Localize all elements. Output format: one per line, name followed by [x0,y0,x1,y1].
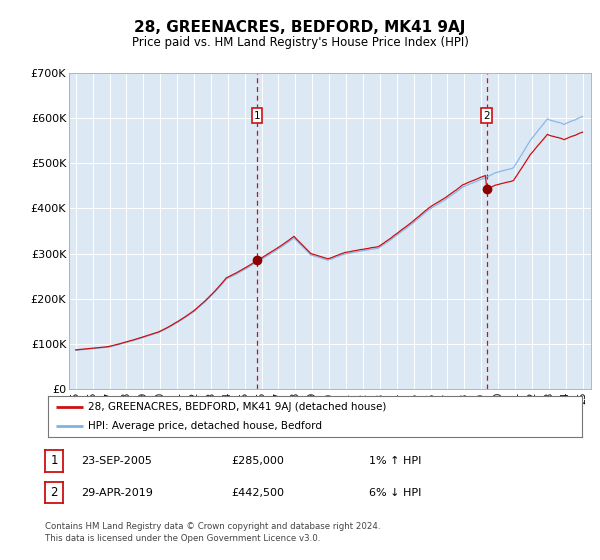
Text: 23-SEP-2005: 23-SEP-2005 [81,456,152,466]
Text: 28, GREENACRES, BEDFORD, MK41 9AJ (detached house): 28, GREENACRES, BEDFORD, MK41 9AJ (detac… [88,403,386,412]
Text: 1% ↑ HPI: 1% ↑ HPI [369,456,421,466]
Text: 1: 1 [254,110,260,120]
Text: Price paid vs. HM Land Registry's House Price Index (HPI): Price paid vs. HM Land Registry's House … [131,36,469,49]
Text: Contains HM Land Registry data © Crown copyright and database right 2024.
This d: Contains HM Land Registry data © Crown c… [45,522,380,543]
Text: £285,000: £285,000 [231,456,284,466]
Text: 6% ↓ HPI: 6% ↓ HPI [369,488,421,498]
Text: 29-APR-2019: 29-APR-2019 [81,488,153,498]
Text: 28, GREENACRES, BEDFORD, MK41 9AJ: 28, GREENACRES, BEDFORD, MK41 9AJ [134,20,466,35]
Text: 1: 1 [50,454,58,468]
Text: £442,500: £442,500 [231,488,284,498]
Text: 2: 2 [50,486,58,500]
Text: 2: 2 [484,110,490,120]
Text: HPI: Average price, detached house, Bedford: HPI: Average price, detached house, Bedf… [88,421,322,431]
